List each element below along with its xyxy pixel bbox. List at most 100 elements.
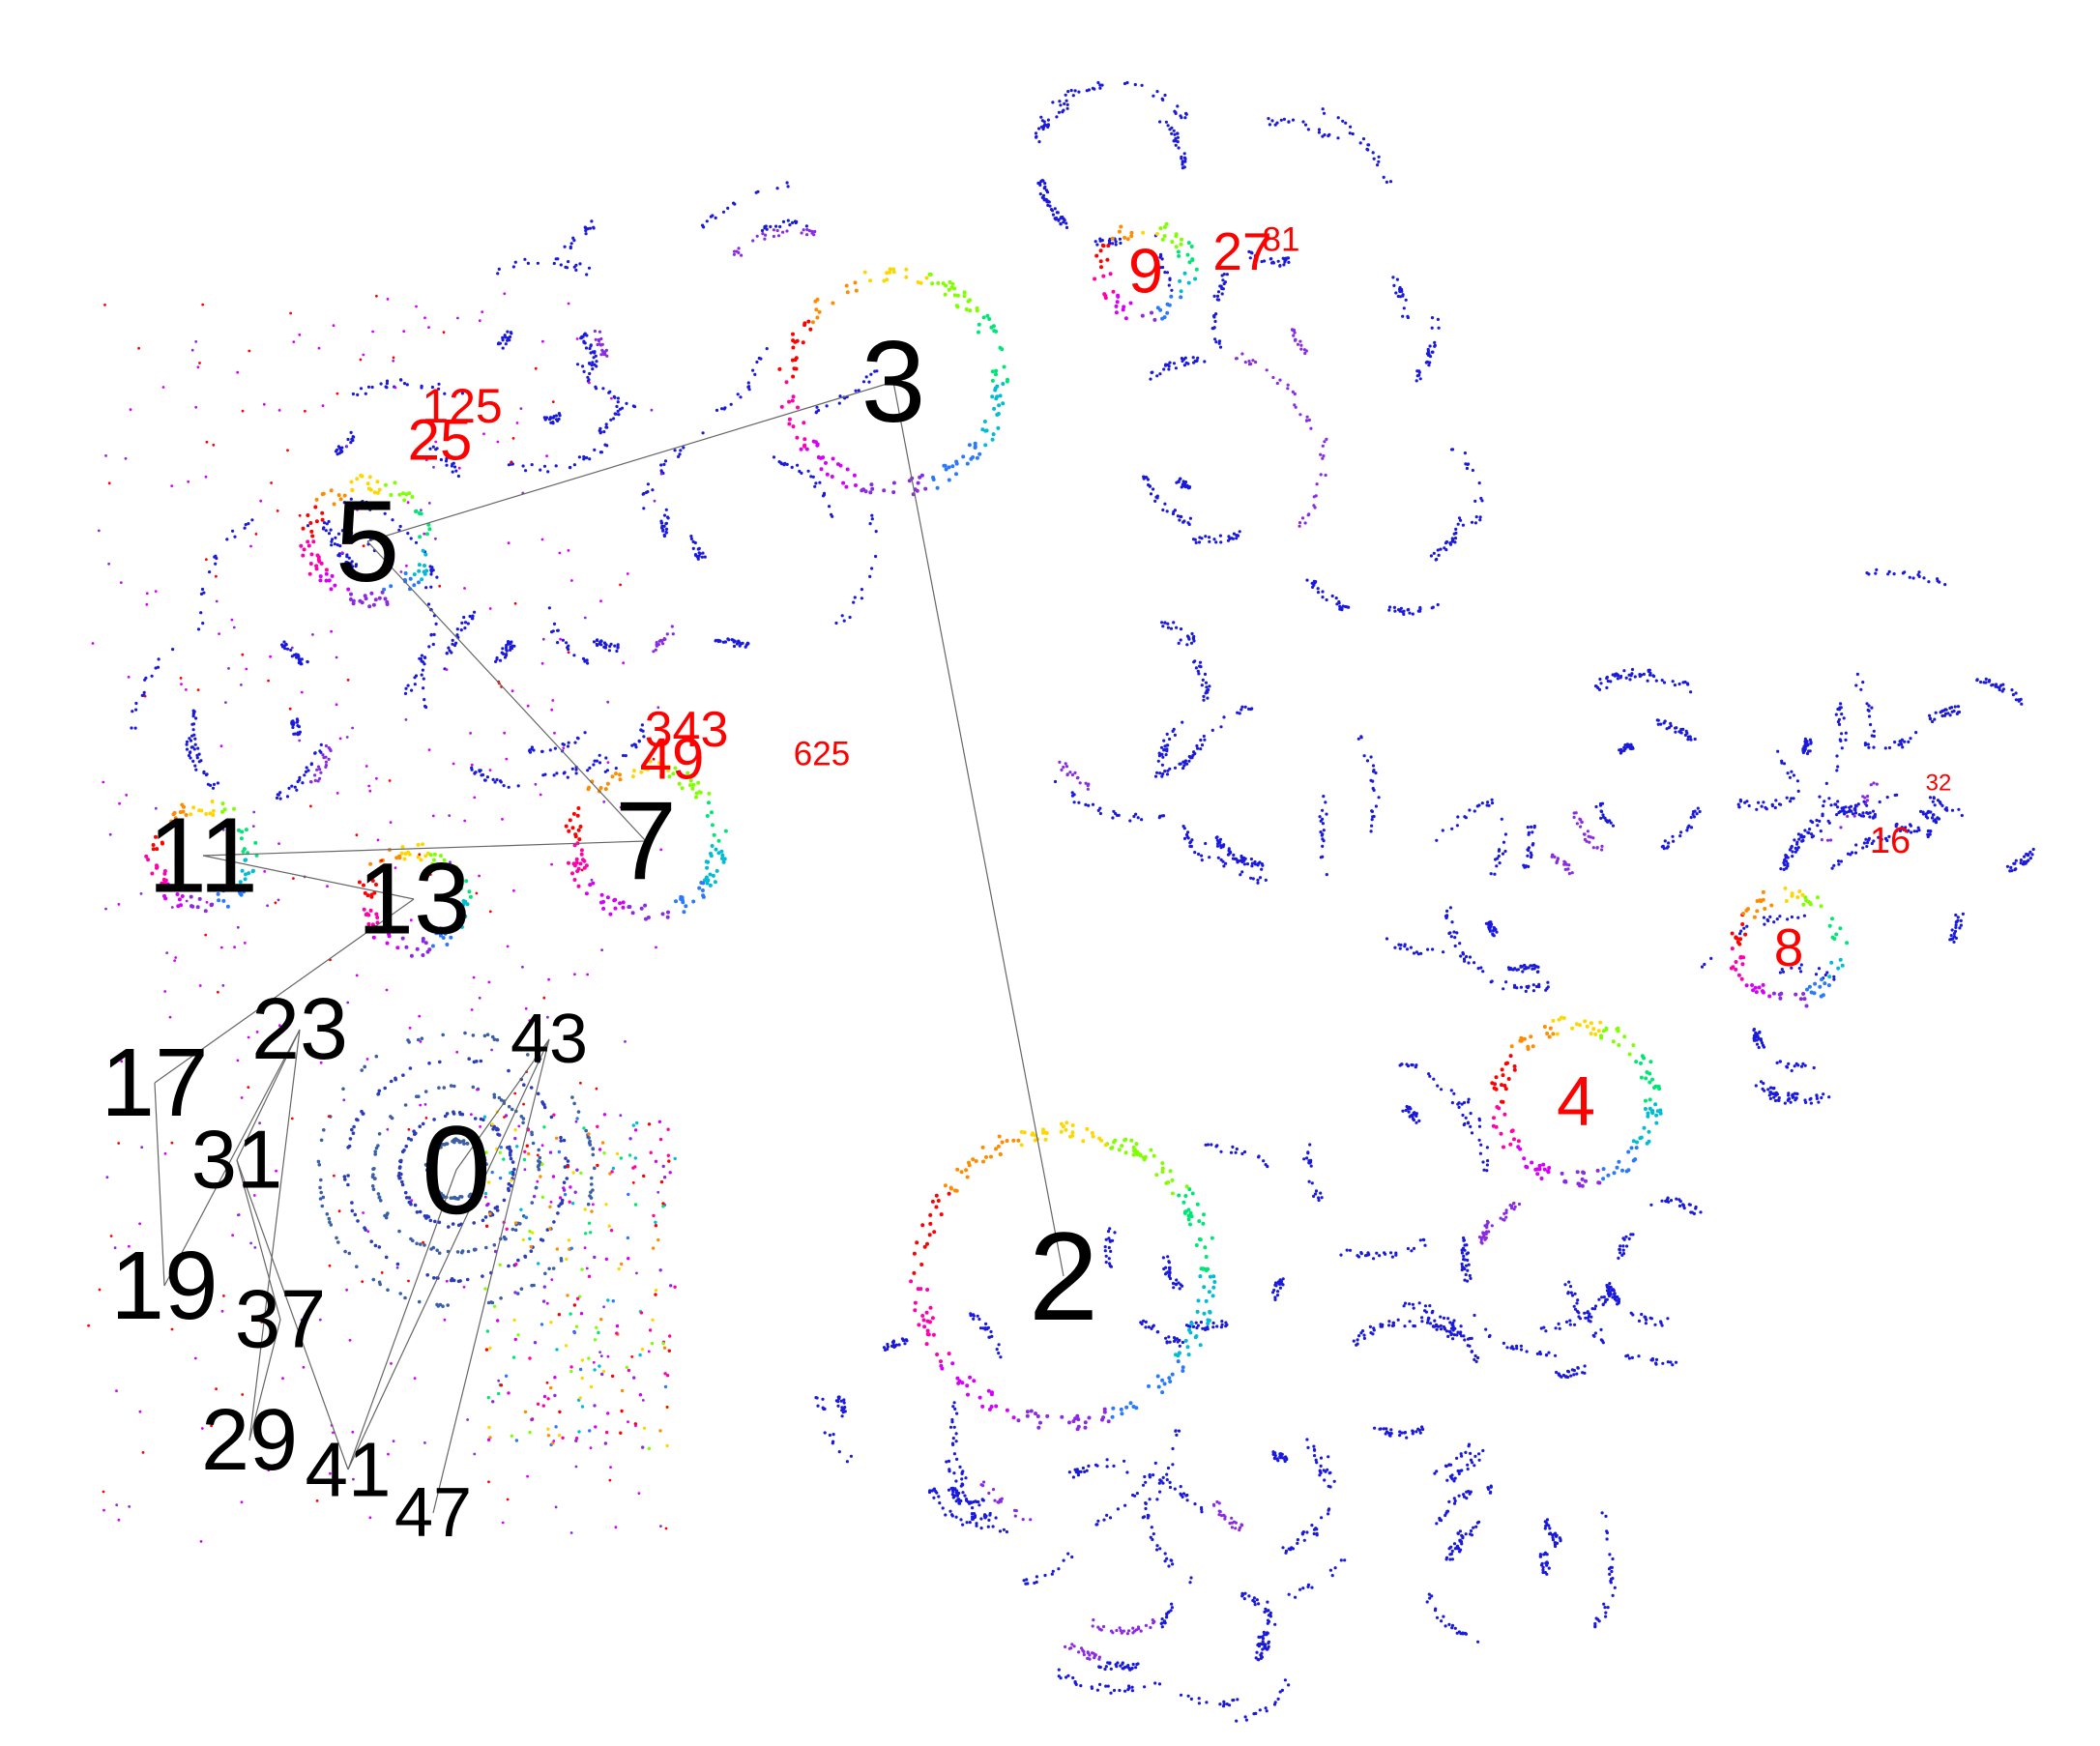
scatter-dot xyxy=(1776,749,1780,753)
scatter-dot xyxy=(1104,1684,1108,1688)
scatter-dot xyxy=(1240,708,1243,712)
scatter-dot xyxy=(516,784,520,788)
scatter-dot xyxy=(430,385,434,390)
scatter-dot xyxy=(1090,1686,1094,1690)
scatter-dot xyxy=(1283,1678,1287,1682)
scatter-dot xyxy=(1072,800,1076,804)
scatter-dot xyxy=(811,475,815,479)
scatter-dot xyxy=(1663,839,1667,843)
scatter-dot xyxy=(639,728,643,733)
scatter-dot xyxy=(202,591,206,595)
scatter-dot xyxy=(1762,1082,1765,1086)
scatter-dot xyxy=(1524,1164,1529,1169)
scatter-dot xyxy=(664,527,669,532)
scatter-dot xyxy=(1802,914,1806,917)
scatter-dot xyxy=(561,742,565,746)
scatter-dot xyxy=(1266,1165,1269,1169)
scatter-dot xyxy=(947,1488,951,1492)
scatter-dot xyxy=(306,539,310,544)
scatter-dot xyxy=(1762,916,1766,919)
scatter-dot xyxy=(1155,1374,1160,1379)
scatter-dot xyxy=(1263,259,1267,263)
scatter-dot xyxy=(870,513,874,517)
scatter-dot xyxy=(1170,1558,1174,1562)
scatter-dot xyxy=(1248,256,1252,260)
scatter-dot xyxy=(814,1396,818,1400)
scatter-dot xyxy=(1998,685,2001,689)
scatter-dot xyxy=(417,580,421,585)
scatter-dot xyxy=(1181,1340,1184,1345)
scatter-dot xyxy=(1195,1202,1200,1207)
scatter-dot xyxy=(1589,1021,1593,1026)
scatter-dot xyxy=(1385,937,1389,941)
scatter-dot xyxy=(1430,350,1434,354)
scatter-dot xyxy=(1050,1572,1054,1576)
scatter-dot xyxy=(792,366,797,371)
scatter-dot xyxy=(1232,532,1236,536)
scatter-dot xyxy=(1220,844,1224,848)
scatter-dot xyxy=(1616,1029,1620,1033)
scatter-dot xyxy=(450,464,453,468)
scatter-dot xyxy=(1240,1151,1244,1155)
scatter-dot xyxy=(1215,1324,1219,1328)
scatter-dot xyxy=(1160,1617,1164,1621)
scatter-dot xyxy=(1539,1563,1544,1567)
scatter-dot xyxy=(1041,179,1045,183)
scatter-dot xyxy=(405,383,409,387)
scatter-dot xyxy=(891,480,896,485)
scatter-dot xyxy=(1252,1596,1256,1600)
scatter-dot xyxy=(568,818,572,823)
scatter-dot xyxy=(1462,1254,1466,1258)
scatter-dot xyxy=(1538,1555,1542,1558)
scatter-dot xyxy=(295,720,299,724)
scatter-dot xyxy=(1816,824,1820,828)
scatter-dot xyxy=(1548,1527,1552,1530)
scatter-dot xyxy=(1082,1652,1086,1657)
scatter-dot xyxy=(1611,1577,1615,1581)
scatter-dot xyxy=(1282,263,1286,267)
scatter-dot xyxy=(1266,1621,1269,1625)
scatter-dot xyxy=(1169,626,1174,630)
scatter-dot xyxy=(1846,852,1851,856)
scatter-dot xyxy=(1880,837,1883,841)
scatter-dot xyxy=(1218,345,1223,349)
scatter-dot xyxy=(1186,1353,1191,1357)
scatter-dot xyxy=(1168,276,1172,280)
scatter-dot xyxy=(1091,1624,1094,1628)
scatter-dot xyxy=(834,621,838,626)
scatter-dot xyxy=(1070,1643,1074,1646)
scatter-dot xyxy=(951,1490,955,1494)
scatter-dot xyxy=(1117,1148,1122,1152)
scatter-dot xyxy=(1491,933,1495,937)
scatter-dot xyxy=(399,378,403,382)
scatter-dot xyxy=(1477,1124,1482,1128)
scatter-dot xyxy=(434,622,438,626)
scatter-dot xyxy=(569,465,572,470)
scatter-dot xyxy=(990,369,995,374)
scatter-dot xyxy=(1322,454,1326,458)
scatter-dot xyxy=(324,571,329,576)
scatter-dot xyxy=(171,648,175,652)
scatter-dot xyxy=(1171,1562,1175,1566)
scatter-dot xyxy=(1173,766,1178,770)
scatter-dot xyxy=(423,655,427,660)
scatter-dot xyxy=(1180,116,1183,120)
scatter-dot xyxy=(567,860,570,865)
scatter-dot xyxy=(463,626,467,630)
scatter-dot xyxy=(1599,682,1603,685)
scatter-dot xyxy=(779,404,784,409)
scatter-dot xyxy=(1530,853,1533,858)
scatter-dot xyxy=(1294,337,1298,341)
scatter-dot xyxy=(799,447,803,451)
scatter-dot xyxy=(959,1170,964,1175)
scatter-dot xyxy=(1417,1301,1421,1305)
scatter-dot xyxy=(1644,1322,1648,1325)
scatter-dot xyxy=(1766,1088,1770,1091)
scatter-dot xyxy=(1415,1114,1418,1118)
scatter-dot xyxy=(1199,747,1203,751)
scatter-dot xyxy=(1067,1470,1071,1474)
scatter-dot xyxy=(1398,946,1402,950)
scatter-dot xyxy=(609,418,613,422)
scatter-dot xyxy=(684,904,688,909)
scatter-dot xyxy=(1166,743,1170,747)
